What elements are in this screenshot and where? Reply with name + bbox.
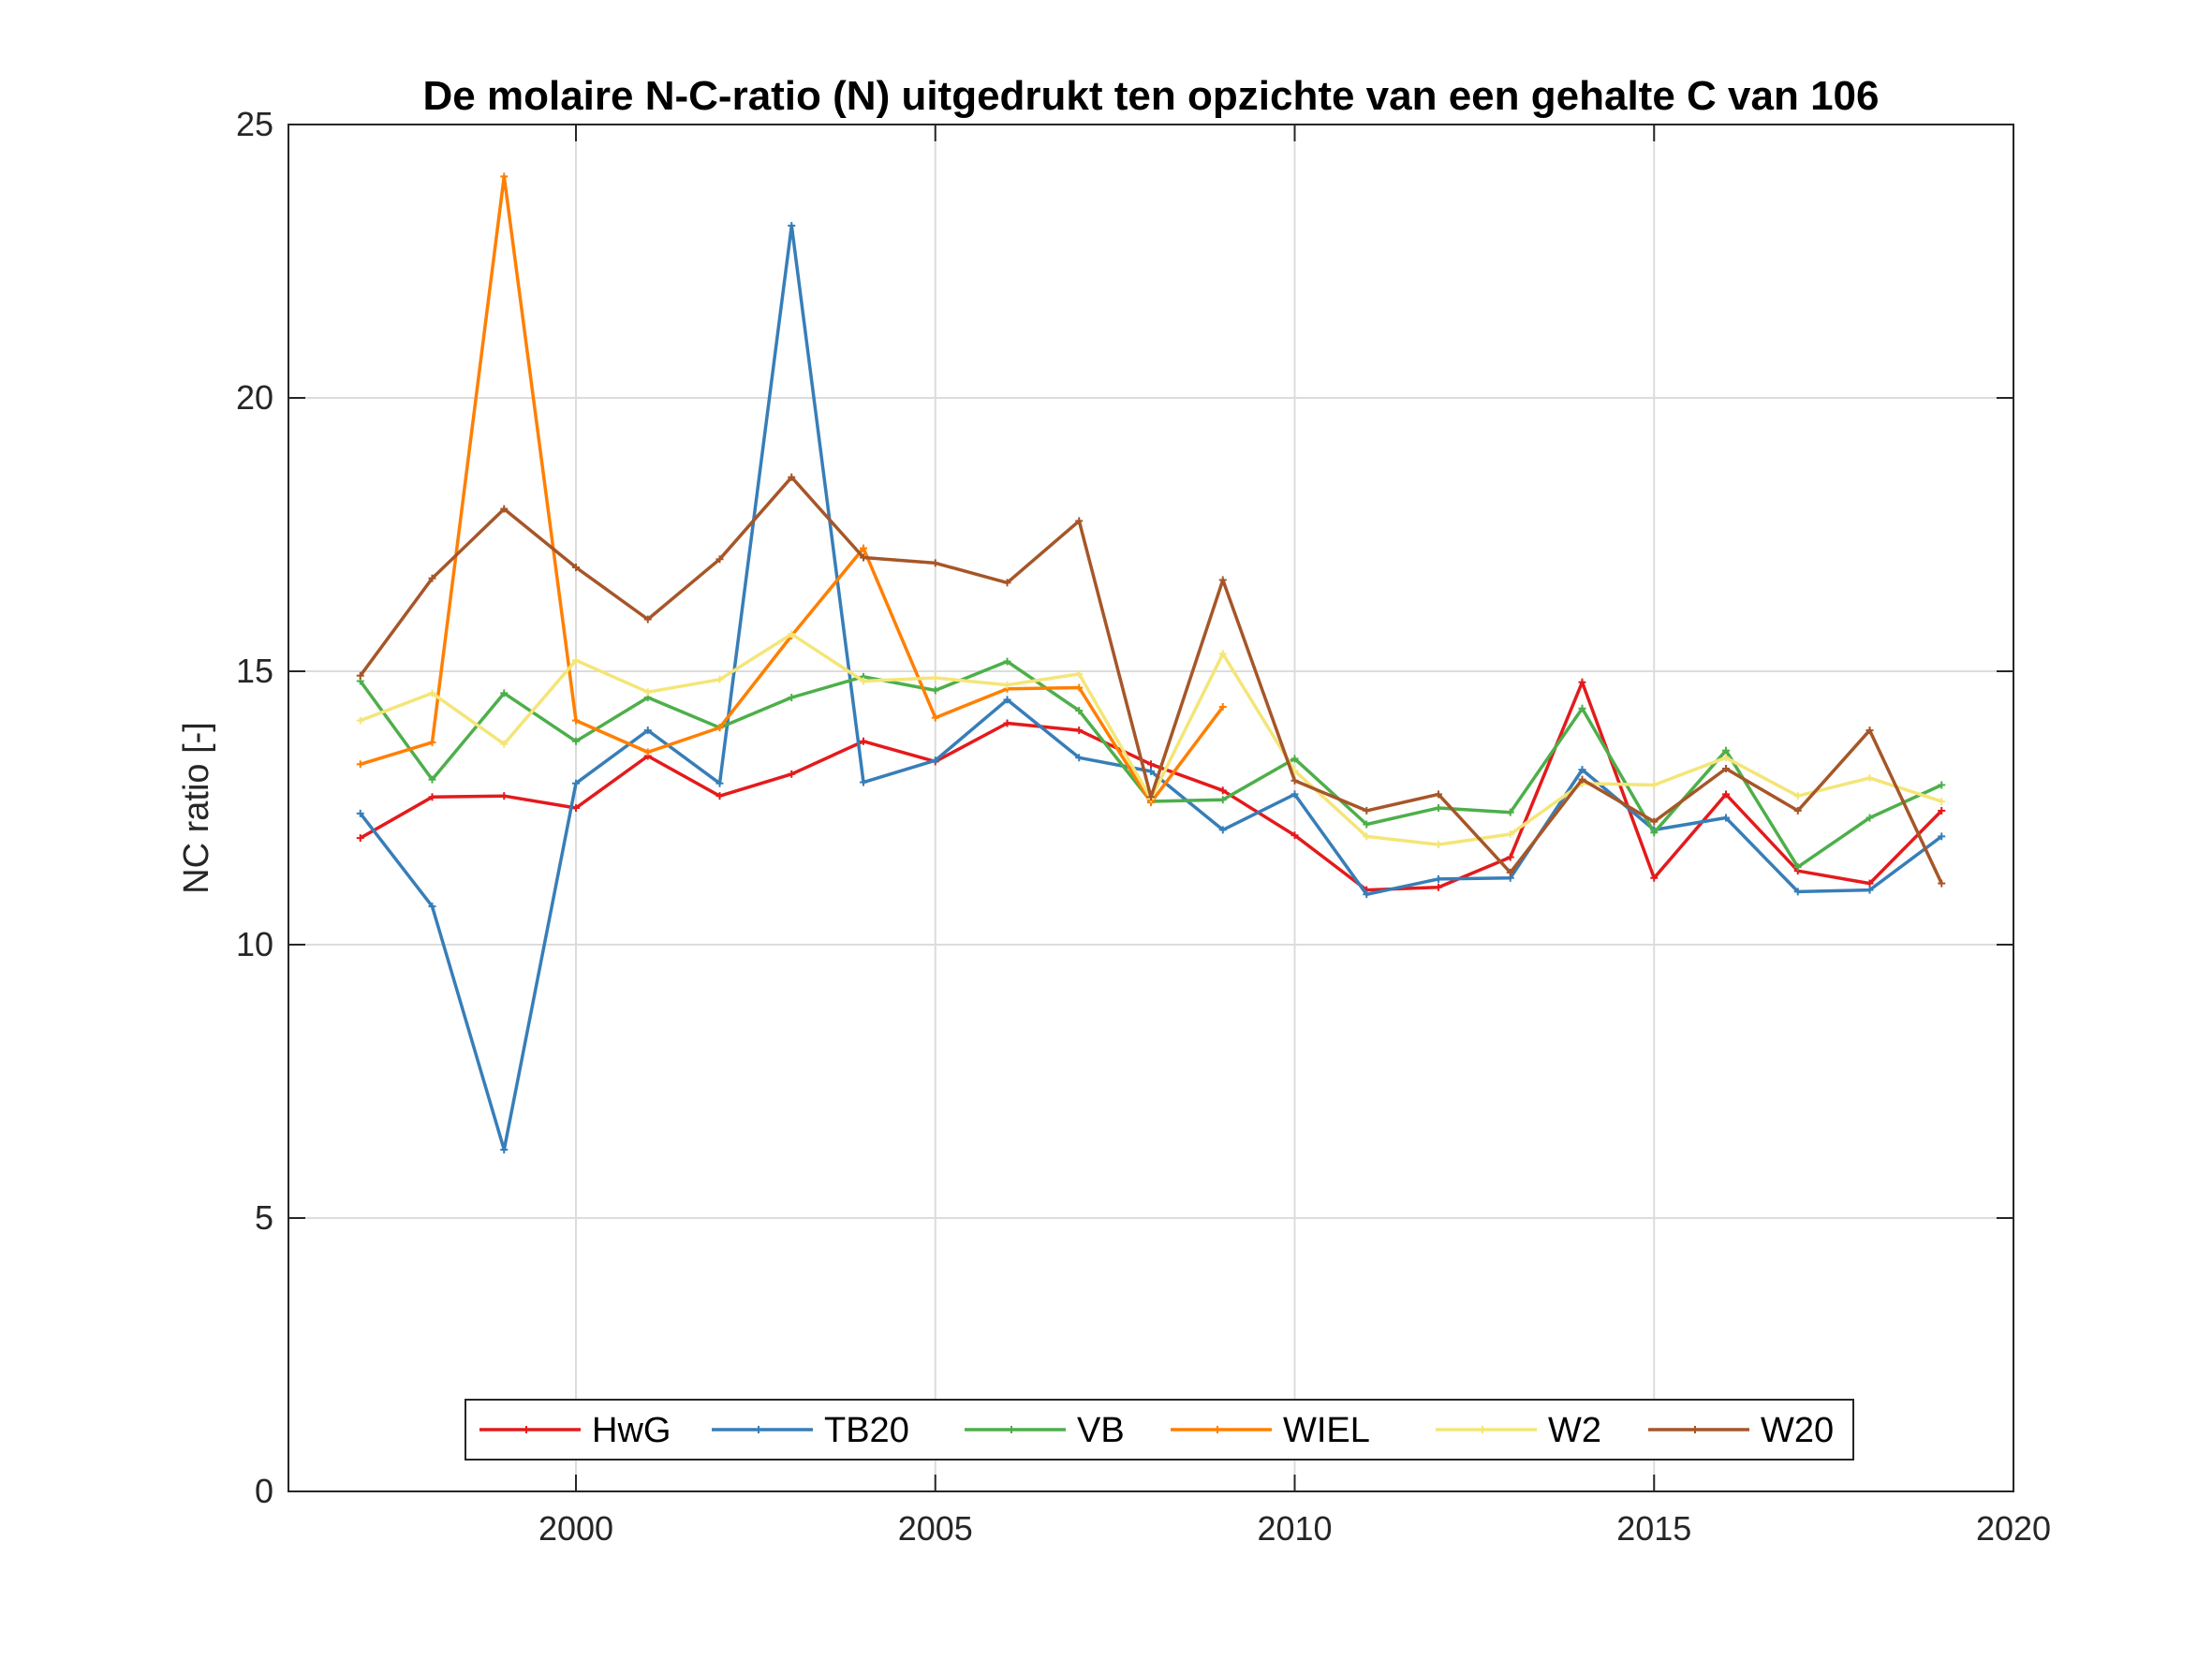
plot-frame (288, 124, 2014, 1492)
x-tick-label: 2015 (1616, 1509, 1691, 1548)
plot-area (288, 125, 2013, 1491)
series-lines (356, 172, 1946, 1153)
legend-label-vb: VB (1077, 1411, 1125, 1450)
grid-lines (288, 125, 2013, 1491)
y-tick-label: 25 (236, 105, 273, 143)
y-tick-label: 15 (236, 652, 273, 690)
legend-label-hwg: HwG (592, 1411, 671, 1450)
series-tb20 (356, 222, 1946, 1153)
y-tick-label: 10 (236, 925, 273, 963)
chart-title: De molaire N-C-ratio (N) uitgedrukt ten … (423, 73, 1880, 119)
y-tick-label: 20 (236, 378, 273, 417)
x-tick-label: 2005 (898, 1509, 973, 1548)
x-tick-label: 2010 (1257, 1509, 1332, 1548)
legend-box (465, 1399, 1854, 1461)
x-tick-label: 2000 (538, 1509, 613, 1548)
y-tick-label: 0 (255, 1472, 273, 1510)
tick-labels: 2000 2005 2010 2015 2020 0 5 10 15 20 25 (236, 105, 2051, 1548)
y-axis-label: NC ratio [-] (177, 722, 216, 894)
legend: HwG TB20 VB WIEL W2 W20 (465, 1399, 1854, 1461)
y-tick-label: 5 (255, 1198, 273, 1237)
legend-label-w2: W2 (1548, 1411, 1601, 1450)
axis-ticks (288, 124, 2014, 1492)
x-tick-label: 2020 (1976, 1509, 2051, 1548)
legend-label-tb20: TB20 (824, 1411, 909, 1450)
legend-label-wiel: WIEL (1283, 1411, 1370, 1450)
series-w20 (356, 473, 1946, 888)
series-hwg (356, 678, 1946, 894)
legend-label-w20: W20 (1761, 1411, 1834, 1450)
